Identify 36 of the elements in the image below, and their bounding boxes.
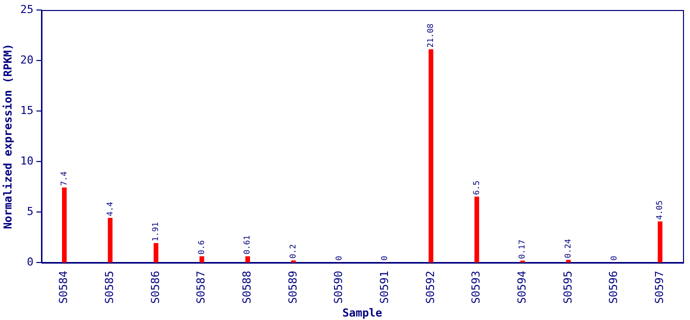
data-label: 4.4: [105, 202, 114, 216]
x-tick-label: S0591: [378, 270, 391, 304]
data-label: 0: [334, 256, 344, 261]
x-tick-label: S0590: [332, 270, 346, 304]
x-tick-label: S0595: [561, 270, 574, 304]
data-label: 6.5: [472, 180, 481, 195]
x-tick-label: S0593: [470, 270, 483, 304]
x-tick-label: S0584: [57, 270, 70, 304]
data-label: 21.08: [426, 23, 436, 48]
data-label: 0.6: [196, 240, 206, 255]
data-label: 4.05: [655, 200, 664, 220]
x-tick-label: S0596: [607, 270, 620, 304]
data-label: 0: [609, 256, 618, 261]
data-label: 7.4: [59, 171, 68, 186]
x-tick-label: S0587: [194, 270, 208, 304]
y-axis-title: Normalized expression (RPKM): [1, 44, 14, 230]
y-tick-label: 0: [26, 256, 34, 269]
data-label: 0.17: [518, 240, 527, 259]
y-tick-label: 5: [26, 205, 34, 218]
data-label: 0.24: [564, 238, 573, 258]
x-tick-label: S0594: [515, 270, 528, 304]
x-axis-title: Sample: [342, 306, 382, 320]
x-tick-label: S0588: [240, 270, 254, 304]
y-tick-label: 25: [20, 2, 34, 16]
y-tick-label: 10: [20, 154, 34, 168]
y-tick-label: 20: [20, 53, 34, 66]
x-tick-label: S0592: [424, 270, 437, 304]
x-tick-label: S0585: [103, 270, 116, 304]
x-tick-label: S0586: [148, 270, 162, 304]
data-label: 0.61: [242, 235, 252, 255]
x-tick-label: S0597: [652, 270, 666, 304]
data-label: 1.91: [151, 222, 160, 242]
x-tick-label: S0589: [286, 270, 300, 304]
data-label: 0.2: [288, 244, 298, 259]
y-tick-label: 15: [20, 104, 34, 117]
data-label: 0: [380, 256, 390, 261]
